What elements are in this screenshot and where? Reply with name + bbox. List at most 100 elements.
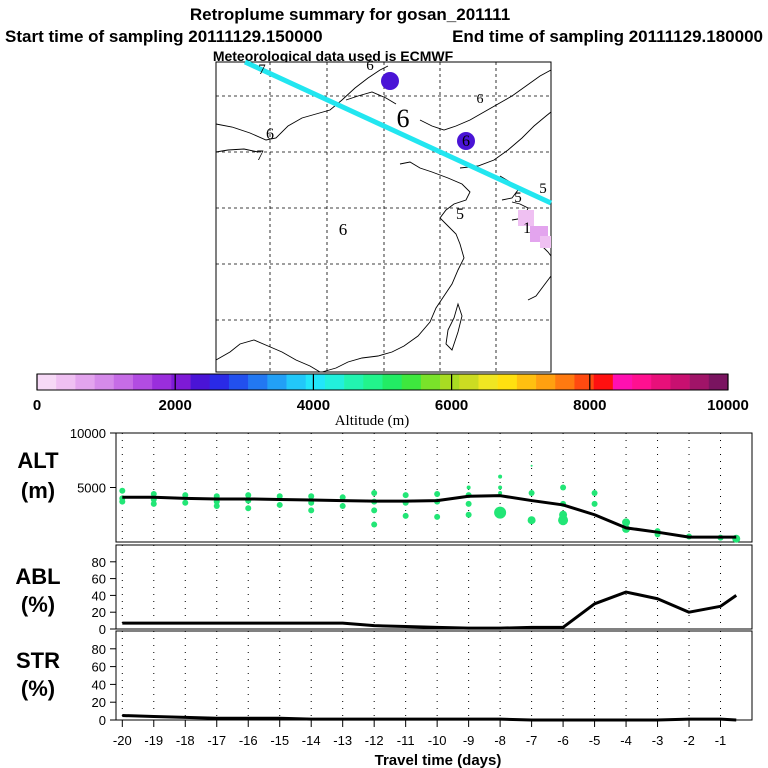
panel-str: 80 60 40 20 0 STR (%): [16, 630, 753, 728]
altitude-scatter-point: [622, 518, 631, 527]
altitude-scatter-point: [276, 501, 283, 508]
colorbar-tick-label: 8000: [573, 397, 606, 414]
altitude-scatter-point: [530, 464, 533, 467]
x-axis: -20 -19 -18 -17 -16 -15 -14 -13 -12 -11 -10 -9 -8 -7 -…: [113, 720, 726, 748]
colorbar-cell: [382, 374, 402, 390]
colorbar-cell: [478, 374, 498, 390]
y-tick-label: 40: [92, 677, 106, 692]
x-tick-label: -3: [652, 733, 664, 748]
colorbar-cell: [689, 374, 710, 390]
x-tick-label: -6: [557, 733, 569, 748]
plume-blob: [457, 132, 475, 150]
colorbar-cell: [632, 374, 652, 390]
x-tick-label: -15: [270, 733, 289, 748]
coast-fill-pink: [518, 210, 551, 248]
colorbar-cell: [574, 374, 594, 390]
panel-ylabel-unit: (%): [21, 676, 55, 701]
altitude-scatter-point: [182, 499, 189, 506]
plume-centerline: [243, 59, 553, 206]
altitude-marker-label: 7: [258, 62, 266, 78]
colorbar-cell: [363, 374, 383, 390]
x-tick-label: -1: [715, 733, 727, 748]
altitude-scatter-point: [498, 474, 503, 479]
altitude-scatter-point: [150, 491, 157, 498]
x-tick-label: -2: [683, 733, 695, 748]
y-tick-label: 0: [99, 713, 106, 728]
altitude-scatter-point: [591, 500, 598, 507]
panel-frame: [115, 630, 753, 721]
colorbar-tick-label: 0: [33, 397, 41, 414]
colorbar-cell: [593, 374, 614, 390]
x-tick-label: -20: [113, 733, 132, 748]
colorbar-tick-label: 4000: [297, 397, 330, 414]
str-series-line: [122, 714, 737, 722]
colorbar-cell: [440, 374, 460, 390]
colorbar-cell: [420, 374, 441, 390]
altitude-scatter-point: [182, 492, 189, 499]
y-tick-label: 10000: [70, 426, 106, 441]
altitude-scatter-point: [339, 494, 346, 501]
altitude-scatter-point: [339, 503, 346, 510]
altitude-scatter-point: [560, 484, 567, 491]
colorbar-cell: [209, 374, 230, 390]
y-tick-label: 40: [92, 588, 106, 603]
x-tick-label: -8: [494, 733, 506, 748]
altitude-scatter-point: [498, 490, 503, 495]
altitude-scatter-point: [402, 512, 409, 519]
colorbar-cell: [37, 374, 57, 390]
panel-ylabel: ALT: [17, 448, 59, 473]
panel-frame: [115, 432, 753, 543]
x-axis-label: Travel time (days): [375, 752, 502, 768]
colorbar-cell: [171, 374, 191, 390]
colorbar-cell: [248, 374, 268, 390]
altitude-scatter-point: [528, 489, 535, 496]
colorbar-cell: [267, 374, 287, 390]
map-frame: [215, 61, 552, 373]
altitude-scatter-point: [245, 505, 252, 512]
altitude-marker-label: 6: [366, 58, 374, 74]
colorbar-cell: [401, 374, 422, 390]
alt-series-line: [122, 494, 737, 539]
colorbar-cell: [612, 374, 633, 390]
x-tick-label: -9: [463, 733, 475, 748]
y-tick-label: 60: [92, 572, 106, 587]
altitude-scatter-point: [558, 515, 569, 526]
colorbar-cell: [305, 374, 326, 390]
altitude-scatter-point: [150, 500, 157, 507]
colorbar-cell: [459, 374, 479, 390]
altitude-scatter-point: [371, 489, 378, 496]
y-tick-label: 80: [92, 555, 106, 570]
x-tick-label: -4: [620, 733, 632, 748]
altitude-scatter-point: [119, 498, 126, 505]
panel-ylabel: STR: [16, 648, 60, 673]
altitude-marker-label: 5: [456, 206, 464, 223]
colorbar-tick-label: 2000: [159, 397, 192, 414]
altitude-scatter-point: [434, 491, 441, 498]
x-tick-label: -5: [589, 733, 601, 748]
colorbar-cell: [113, 374, 134, 390]
colorbar-cell: [344, 374, 364, 390]
altitude-marker-label: 6: [477, 92, 484, 107]
altitude-scatter-point: [119, 487, 126, 494]
colorbar-cell: [75, 374, 95, 390]
panel-alt: 10000 5000 ALT (m): [17, 426, 753, 543]
x-tick-label: -13: [333, 733, 352, 748]
end-time: End time of sampling 20111129.180000: [452, 27, 763, 46]
colorbar-cell: [228, 374, 249, 390]
colorbar-cell: [555, 374, 575, 390]
altitude-scatter-point: [308, 507, 315, 514]
colorbar-ticks: 0 2000 4000 6000 8000 10000: [33, 374, 749, 414]
altitude-marker-label: 5: [514, 190, 522, 206]
altitude-marker-label: 6: [266, 126, 274, 143]
colorbar-cell: [190, 374, 211, 390]
y-tick-label: 80: [92, 642, 106, 657]
panel-ylabel-unit: (%): [21, 592, 55, 617]
x-tick-label: -17: [207, 733, 226, 748]
colorbar-tick-label: 10000: [707, 397, 749, 414]
altitude-scatter-point: [276, 493, 283, 500]
x-tick-label: -19: [144, 733, 163, 748]
x-tick-label: -12: [365, 733, 384, 748]
colorbar-cell: [132, 374, 153, 390]
map-graticule: [216, 62, 551, 372]
